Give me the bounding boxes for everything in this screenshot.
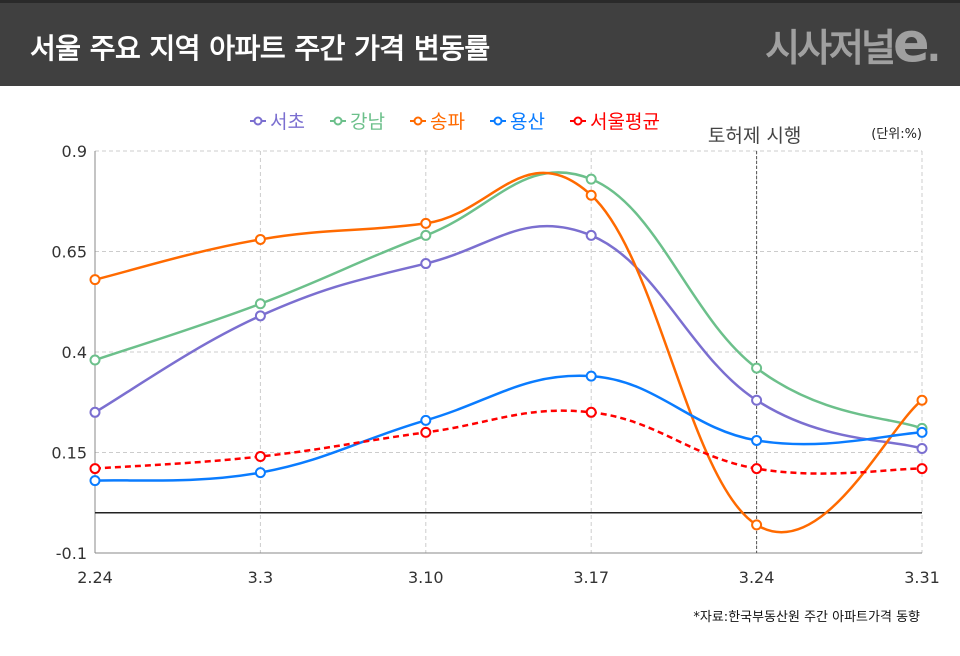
data-point: [751, 519, 763, 531]
x-tick-label: 3.17: [573, 568, 609, 587]
legend-label: 강남: [350, 111, 385, 133]
data-point: [585, 370, 597, 382]
data-point: [916, 394, 928, 406]
series-line-용산: [94, 374, 923, 482]
data-point: [254, 451, 266, 463]
data-point: [585, 173, 597, 185]
data-point: [916, 463, 928, 475]
legend-marker-dot: [573, 116, 583, 126]
legend-label: 서울평균: [590, 111, 660, 133]
data-point: [585, 406, 597, 418]
y-tick-label: 0.9: [62, 142, 87, 161]
data-point: [420, 426, 432, 438]
x-tick-label: 3.3: [248, 568, 273, 587]
legend-marker-dot: [493, 116, 503, 126]
unit-label: (단위:%): [871, 127, 922, 142]
data-point: [254, 233, 266, 245]
data-point: [585, 189, 597, 201]
data-point: [254, 310, 266, 322]
data-point: [916, 442, 928, 454]
legend-marker-dot: [253, 116, 263, 126]
y-tick-label: 0.4: [62, 343, 87, 362]
data-point: [420, 414, 432, 426]
y-tick-label: -0.1: [56, 544, 87, 563]
data-point: [89, 354, 101, 366]
data-point: [420, 258, 432, 270]
x-tick-label: 3.24: [739, 568, 775, 587]
y-tick-label: 0.65: [51, 243, 87, 262]
data-point: [89, 406, 101, 418]
legend-label: 송파: [430, 111, 465, 133]
data-point: [751, 362, 763, 374]
series-line-강남: [94, 171, 923, 430]
legend-label: 서초: [270, 111, 305, 133]
x-tick-label: 2.24: [77, 568, 113, 587]
legend-label: 용산: [510, 111, 545, 133]
annotation-label: 토허제 시행: [708, 125, 801, 147]
x-tick-label: 3.10: [408, 568, 444, 587]
data-point: [916, 426, 928, 438]
y-tick-label: 0.15: [51, 444, 87, 463]
data-point: [89, 463, 101, 475]
data-point: [751, 463, 763, 475]
legend-marker-dot: [333, 116, 343, 126]
series-line-서울평균: [94, 409, 923, 475]
x-tick-label: 3.31: [904, 568, 940, 587]
logo: 시사저널e.: [765, 11, 941, 74]
legend-marker-dot: [413, 116, 423, 126]
data-point: [254, 467, 266, 479]
page-title: 서울 주요 지역 아파트 주간 가격 변동률: [30, 32, 490, 65]
data-point: [585, 229, 597, 241]
data-point: [751, 434, 763, 446]
data-point: [89, 274, 101, 286]
data-point: [254, 298, 266, 310]
source-note: *자료:한국부동산원 주간 아파트가격 동향: [693, 610, 920, 625]
header: 서울 주요 지역 아파트 주간 가격 변동률 시사저널e.: [0, 0, 960, 86]
series-line-서초: [94, 224, 923, 450]
data-point: [420, 229, 432, 241]
data-point: [420, 217, 432, 229]
data-point: [751, 394, 763, 406]
data-point: [89, 475, 101, 487]
